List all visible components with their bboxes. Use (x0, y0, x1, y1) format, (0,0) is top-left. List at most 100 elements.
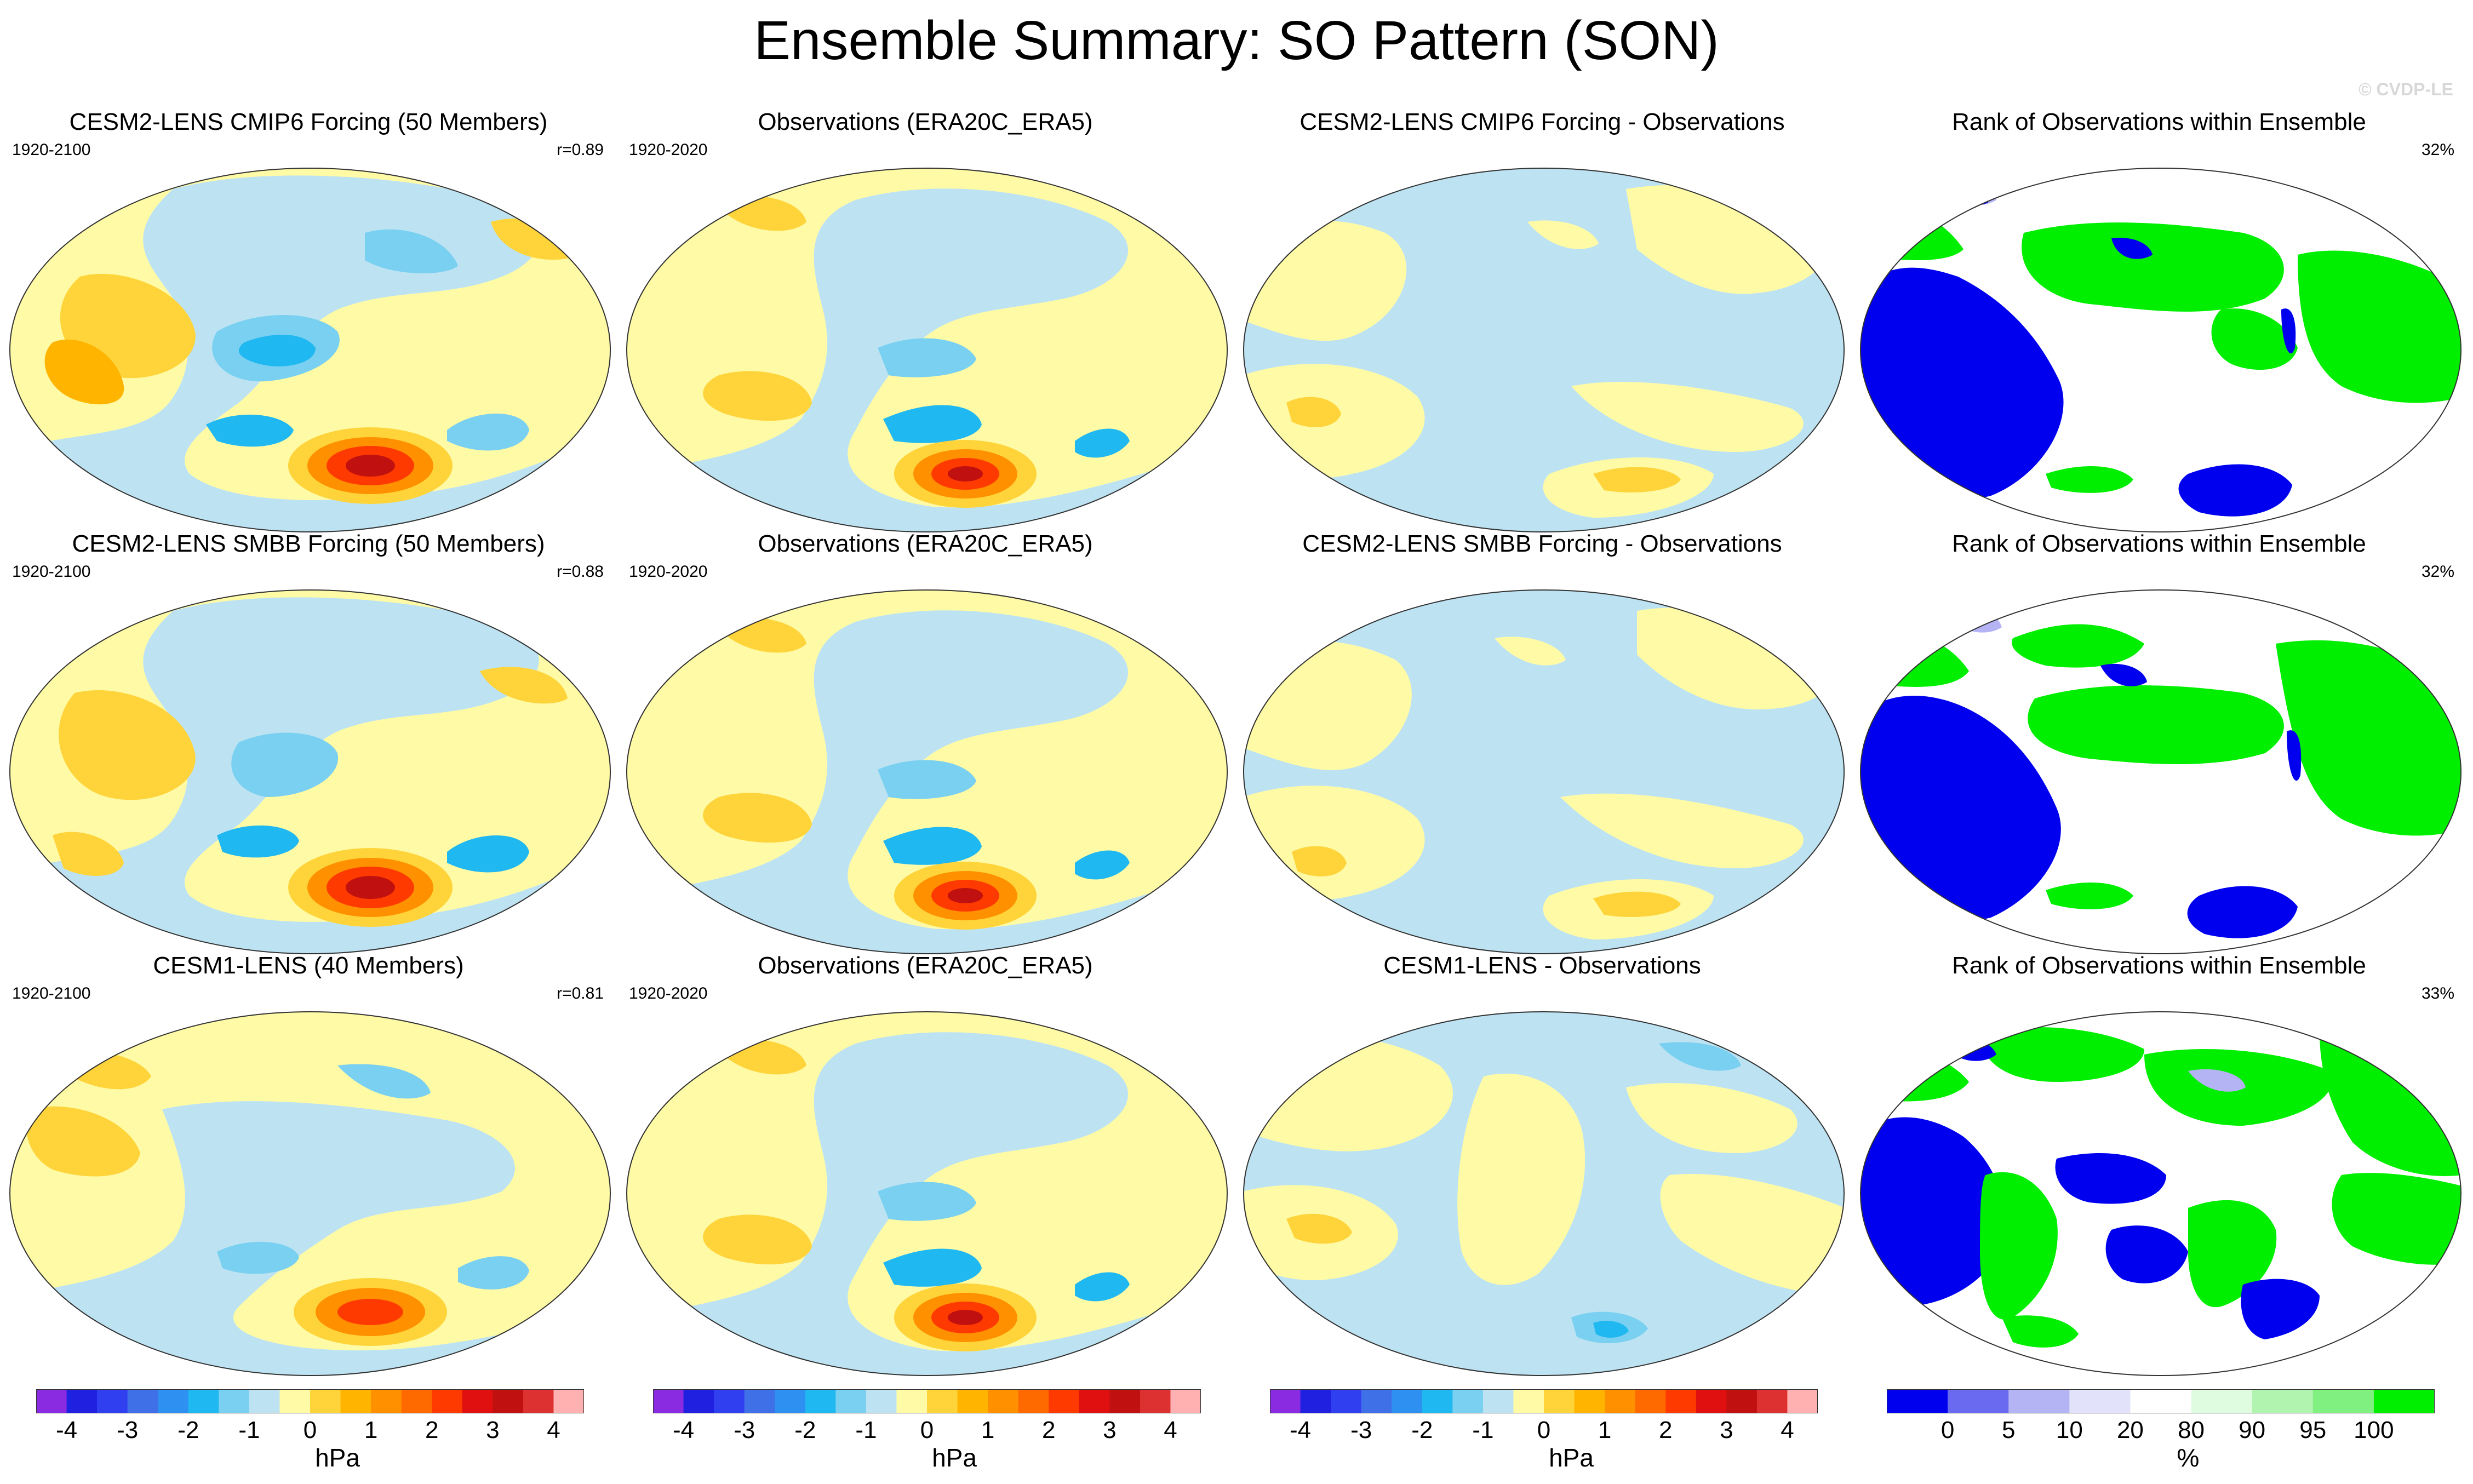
colorbar-swatch (805, 1389, 836, 1413)
colorbar-unit: hPa (315, 1443, 360, 1472)
colorbar-swatch (1696, 1389, 1727, 1413)
panel-pattern-correlation: r=0.89 (557, 141, 604, 159)
panel-rank-2: Rank of Observations within Ensemble 32% (1851, 529, 2468, 961)
panel-cesm2-smbb: CESM2-LENS SMBB Forcing (50 Members) 192… (0, 529, 617, 961)
colorbar-tick-label: 3 (1720, 1417, 1733, 1443)
colorbar-swatch (432, 1389, 463, 1413)
panel-cesm2-cmip6: CESM2-LENS CMIP6 Forcing (50 Members) 19… (0, 107, 617, 540)
colorbar-swatch (896, 1389, 928, 1413)
colorbar-swatch (653, 1389, 684, 1413)
map-difference-cmip6 (1243, 168, 1845, 532)
colorbar-tick-label: -2 (1411, 1417, 1433, 1443)
colorbar-tick-label: 20 (2116, 1417, 2144, 1443)
panel-rank-percent: 32% (2421, 141, 2454, 159)
colorbar-swatch (1392, 1389, 1423, 1413)
colorbar-swatch (1018, 1389, 1049, 1413)
colorbar-swatch (1544, 1389, 1575, 1413)
colorbar-swatch (988, 1389, 1019, 1413)
panel-years: 1920-2020 (629, 563, 708, 581)
colorbar-swatch (158, 1389, 189, 1413)
panel-years: 1920-2100 (12, 984, 91, 1002)
panel-obs-3: Observations (ERA20C_ERA5) 1920-2020 (617, 950, 1234, 1383)
panel-title: Rank of Observations within Ensemble (1952, 108, 2366, 135)
colorbar-swatch (1787, 1389, 1818, 1413)
colorbar-swatch (1513, 1389, 1544, 1413)
colorbar-tick-label: -2 (178, 1417, 199, 1443)
panel-years: 1920-2020 (629, 141, 708, 159)
panel-cesm1: CESM1-LENS (40 Members) 1920-2100 r=0.81 (0, 950, 617, 1383)
map-observations-1 (626, 168, 1228, 532)
colorbar-swatch (249, 1389, 280, 1413)
panel-title: Observations (ERA20C_ERA5) (758, 108, 1093, 135)
panel-years: 1920-2100 (12, 563, 91, 581)
colorbar-swatch (744, 1389, 775, 1413)
colorbar-swatch (219, 1389, 250, 1413)
panel-diff-smbb: CESM2-LENS SMBB Forcing - Observations (1234, 529, 1851, 961)
colorbar-swatches (653, 1389, 1201, 1413)
colorbar-swatch (1887, 1389, 1948, 1413)
map-observations-3 (626, 1011, 1228, 1376)
colorbar-swatch (279, 1389, 311, 1413)
colorbar-2: hPa -4 -3 -2 -1 0 1 2 3 4 (653, 1389, 1256, 1484)
panel-title: Observations (ERA20C_ERA5) (758, 952, 1093, 979)
colorbar-swatch (2252, 1389, 2314, 1413)
colorbar-swatch (2191, 1389, 2253, 1413)
map-difference-smbb (1243, 589, 1845, 954)
colorbar-3: hPa -4 -3 -2 -1 0 1 2 3 4 (1270, 1389, 1873, 1484)
colorbar-swatch (97, 1389, 128, 1413)
colorbar-tick-label: 0 (303, 1417, 317, 1443)
credit-watermark: © CVDP-LE (2358, 79, 2453, 99)
colorbar-tick-label: 95 (2299, 1417, 2327, 1443)
colorbar-tick-label: 80 (2178, 1417, 2205, 1443)
colorbar-swatch (927, 1389, 958, 1413)
figure-title: Ensemble Summary: SO Pattern (SON) (754, 10, 1719, 71)
colorbar-swatch (835, 1389, 867, 1413)
colorbar-swatch (714, 1389, 745, 1413)
colorbar-tick-label: 4 (1164, 1417, 1177, 1443)
colorbar-swatch (188, 1389, 219, 1413)
colorbar-swatch (1756, 1389, 1788, 1413)
colorbar-swatch (1049, 1389, 1080, 1413)
map-cesm1 (9, 1011, 611, 1376)
colorbar-tick-label: -1 (855, 1417, 877, 1443)
colorbar-tick-label: 0 (920, 1417, 934, 1443)
colorbar-tick-label: 10 (2056, 1417, 2083, 1443)
colorbar-swatches (36, 1389, 584, 1413)
map-cesm2-cmip6 (9, 168, 611, 532)
map-rank-2 (1860, 589, 2461, 954)
colorbar-tick-label: -3 (734, 1417, 755, 1443)
colorbar-tick-label: 0 (1537, 1417, 1551, 1443)
colorbar-frame (1887, 1389, 2435, 1413)
colorbar-tick-label: 1 (364, 1417, 378, 1443)
colorbar-unit: hPa (932, 1443, 977, 1472)
colorbar-swatch (1665, 1389, 1697, 1413)
panel-title: CESM2-LENS SMBB Forcing - Observations (1302, 530, 1782, 557)
colorbar-tick-label: 4 (547, 1417, 560, 1443)
colorbar-swatch (2373, 1389, 2435, 1413)
colorbar-swatch (775, 1389, 806, 1413)
map-rank-1 (1860, 168, 2461, 532)
colorbar-swatch (2130, 1389, 2192, 1413)
colorbar-swatch (1482, 1389, 1514, 1413)
colorbar-tick-label: 1 (1598, 1417, 1612, 1443)
panel-rank-percent: 32% (2421, 563, 2454, 581)
panel-obs-2: Observations (ERA20C_ERA5) 1920-2020 (617, 529, 1234, 961)
panel-title: Observations (ERA20C_ERA5) (758, 530, 1093, 557)
colorbar-swatch (2069, 1389, 2131, 1413)
panel-years: 1920-2020 (629, 984, 708, 1002)
colorbar-tick-label: 2 (1041, 1417, 1056, 1443)
colorbar-tick-label: 1 (981, 1417, 995, 1443)
panel-title: CESM1-LENS (40 Members) (153, 952, 464, 979)
map-observations-2 (626, 589, 1228, 954)
colorbar-swatch (1079, 1389, 1110, 1413)
colorbar-frame (36, 1389, 584, 1413)
colorbar-swatch (1109, 1389, 1141, 1413)
colorbar-tick-label: 4 (1781, 1417, 1794, 1443)
panel-title: CESM2-LENS CMIP6 Forcing - Observations (1300, 108, 1785, 135)
map-cesm2-smbb (9, 589, 611, 954)
colorbar-swatch (523, 1389, 554, 1413)
colorbar-1: hPa -4 -3 -2 -1 0 1 2 3 4 (36, 1389, 639, 1484)
colorbar-swatch (1300, 1389, 1331, 1413)
panel-pattern-correlation: r=0.81 (557, 984, 604, 1002)
map-difference-cesm1 (1243, 1011, 1845, 1376)
